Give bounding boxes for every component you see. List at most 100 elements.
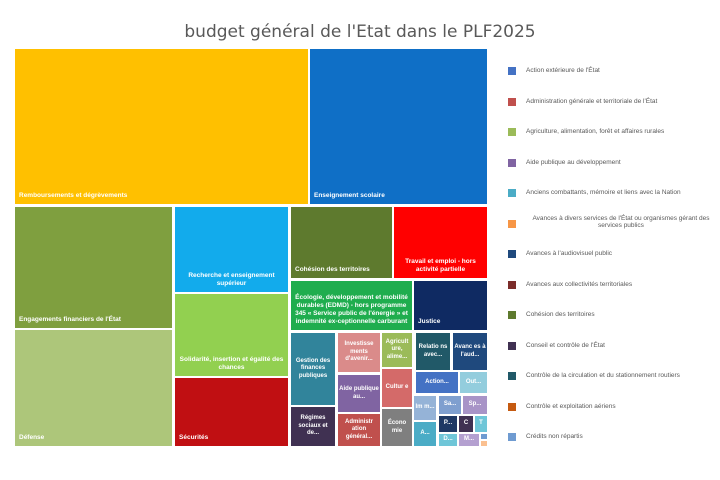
- treemap-tile: Sp...: [463, 396, 487, 414]
- tile-label: Écono mie: [387, 420, 407, 434]
- tile-label: P...: [443, 420, 453, 427]
- legend-swatch: [508, 189, 516, 197]
- treemap-tile: Enseignement scolaire: [310, 49, 487, 204]
- treemap-tile: Action...: [416, 372, 458, 393]
- legend-label: Crédits non répartis: [526, 433, 583, 440]
- tile-label: Écologie, développement et mobilité dura…: [295, 293, 408, 325]
- treemap-tile: Out...: [460, 372, 487, 393]
- treemap-tile: D...: [439, 434, 457, 446]
- tile-label: Cultur e: [385, 384, 409, 391]
- tile-label: Aide publique au...: [339, 386, 379, 400]
- legend-swatch: [508, 128, 516, 136]
- legend-item: Aide publique au développement: [508, 158, 716, 167]
- treemap-tile: Recherche et enseignement supérieur: [175, 207, 288, 292]
- legend-swatch: [508, 158, 516, 167]
- tile-label: Solidarité, insertion et égalité des cha…: [179, 355, 284, 371]
- treemap-tile: M...: [459, 434, 479, 446]
- legend-label: Administration générale et territoriale …: [526, 97, 658, 105]
- legend-swatch: [508, 280, 516, 289]
- treemap-tile: Régimes sociaux et de...: [291, 407, 335, 446]
- tile-label: D...: [443, 436, 453, 443]
- legend-item: Anciens combattants, mémoire et liens av…: [508, 189, 716, 197]
- tile-label: Investisse ments d'avenir...: [344, 341, 374, 363]
- legend-swatch: [508, 67, 516, 75]
- tile-label: Sa...: [443, 401, 457, 408]
- chart-title: budget général de l'Etat dans le PLF2025: [184, 22, 536, 42]
- legend-swatch: [508, 341, 516, 350]
- treemap-tile: Travail et emploi - hors activité partie…: [394, 207, 487, 278]
- tile-label: Sécurités: [179, 433, 209, 441]
- tile-label: Avanc es à l'aud...: [454, 344, 486, 358]
- treemap-tile: Avanc es à l'aud...: [453, 333, 487, 370]
- treemap-tile: Remboursements et dégrèvements: [15, 49, 308, 204]
- legend-item: Cohésion des territoires: [508, 311, 716, 319]
- tile-label: Action...: [425, 378, 449, 385]
- treemap-tile: Agricult ure, alime...: [382, 333, 412, 367]
- tile-label: Cohésion des territoires: [295, 265, 370, 273]
- tile-label: Remboursements et dégrèvements: [19, 191, 128, 199]
- legend-item: Action extérieure de l'État: [508, 67, 716, 75]
- treemap-tile: P...: [439, 416, 457, 432]
- treemap-tile: Sa...: [439, 396, 461, 414]
- tile-label: Administr ation général...: [344, 418, 373, 440]
- treemap-tile: Relatio ns avec...: [416, 333, 450, 370]
- legend-item: Agriculture, alimentation, forêt et affa…: [508, 128, 716, 136]
- treemap-tile: Im m...: [414, 396, 436, 420]
- treemap-tile: A...: [414, 422, 436, 446]
- tile-label: Gestion des finances publiques: [295, 357, 331, 379]
- legend-swatch: [508, 402, 516, 411]
- treemap-tile: Écologie, développement et mobilité dura…: [291, 281, 412, 330]
- treemap-tile: Solidarité, insertion et égalité des cha…: [175, 294, 288, 376]
- tile-label: M...: [464, 436, 474, 443]
- treemap-tile: Défense: [15, 330, 172, 446]
- legend-item: Crédits non répartis: [508, 433, 716, 441]
- treemap-tile: [481, 441, 487, 446]
- treemap-tile: Administr ation général...: [338, 414, 380, 446]
- tile-label: Sp...: [468, 401, 482, 408]
- tile-label: Engagements financiers de l'État: [19, 315, 121, 323]
- legend-swatch: [508, 250, 516, 258]
- treemap-tile: Cultur e: [382, 369, 412, 407]
- tile-label: C: [463, 420, 469, 427]
- legend-item: Avances à divers services de l'État ou o…: [508, 215, 716, 229]
- treemap-tile: T: [475, 416, 487, 432]
- legend-swatch: [508, 372, 516, 380]
- tile-label: Out...: [465, 378, 482, 385]
- legend-label: Aide publique au développement: [526, 158, 621, 166]
- legend-item: Administration générale et territoriale …: [508, 97, 716, 106]
- tile-label: Im m...: [415, 404, 435, 411]
- treemap-tile: Écono mie: [382, 409, 412, 446]
- tile-label: T: [479, 420, 483, 427]
- treemap-tile: Gestion des finances publiques: [291, 333, 335, 405]
- legend-item: Avances à l'audiovisuel public: [508, 250, 716, 258]
- legend-label: Contrôle et exploitation aériens: [526, 402, 616, 410]
- tile-label: Enseignement scolaire: [314, 191, 385, 199]
- legend-label: Avances aux collectivités territoriales: [526, 280, 633, 288]
- legend-label: Avances à divers services de l'État ou o…: [532, 214, 710, 229]
- treemap-tile: Sécurités: [175, 378, 288, 446]
- treemap-tile: Justice: [414, 281, 487, 330]
- legend-swatch: [508, 219, 516, 228]
- legend-label: Conseil et contrôle de l'État: [526, 341, 605, 349]
- legend-swatch: [508, 433, 516, 441]
- legend-label: Agriculture, alimentation, forêt et affa…: [526, 128, 665, 135]
- tile-label: Recherche et enseignement supérieur: [188, 271, 275, 287]
- tile-label: Agricult ure, alime...: [385, 338, 409, 360]
- treemap-tile: Cohésion des territoires: [291, 207, 392, 278]
- treemap-tile: C: [459, 416, 473, 432]
- legend-label: Action extérieure de l'État: [526, 67, 600, 74]
- treemap-tile: Aide publique au...: [338, 375, 380, 412]
- tile-label: Relatio ns avec...: [418, 344, 448, 358]
- treemap-tile: Engagements financiers de l'État: [15, 207, 172, 328]
- legend-swatch: [508, 97, 516, 106]
- tile-label: Régimes sociaux et de...: [298, 415, 328, 437]
- tile-label: Justice: [418, 317, 441, 325]
- tile-label: A...: [420, 430, 430, 437]
- legend-item: Conseil et contrôle de l'État: [508, 341, 716, 350]
- legend-item: Contrôle de la circulation et du station…: [508, 372, 716, 380]
- tile-label: Travail et emploi - hors activité partie…: [405, 257, 476, 273]
- treemap-tile: Investisse ments d'avenir...: [338, 333, 380, 372]
- legend-item: Avances aux collectivités territoriales: [508, 280, 716, 289]
- legend-item: Contrôle et exploitation aériens: [508, 402, 716, 411]
- legend-label: Cohésion des territoires: [526, 311, 595, 318]
